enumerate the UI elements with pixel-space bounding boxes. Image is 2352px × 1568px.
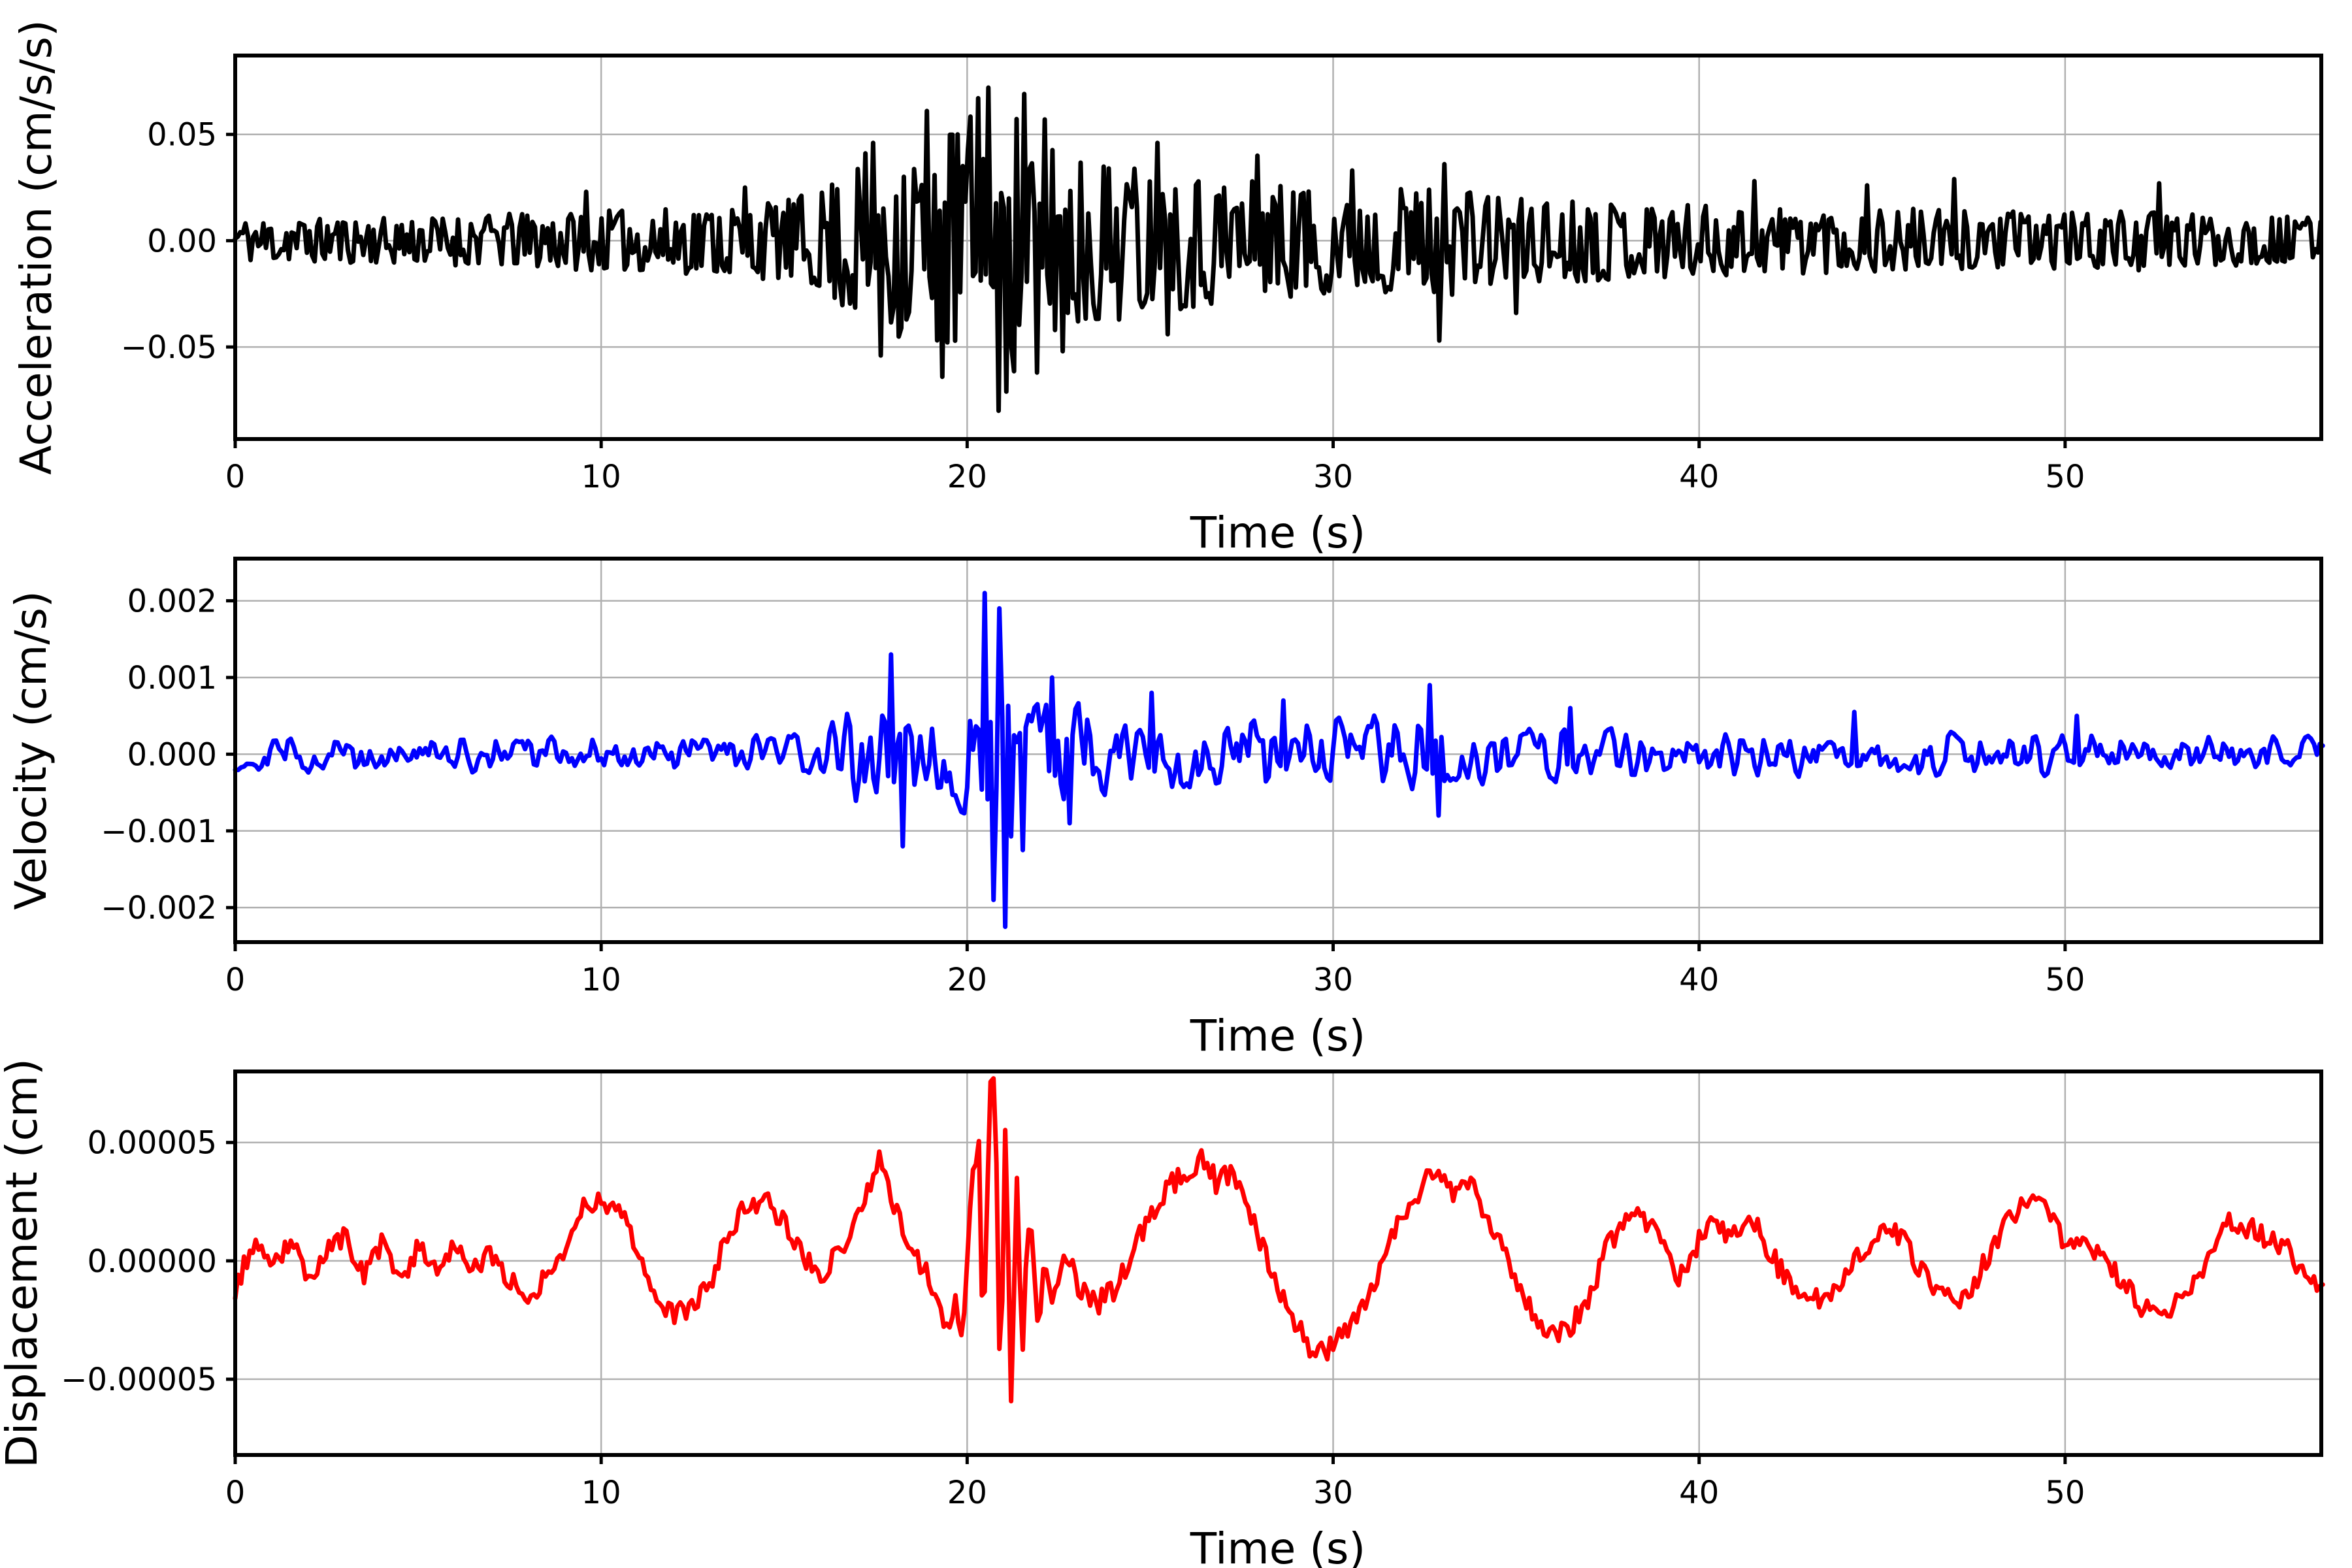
- x-tick-label: 30: [1313, 1475, 1353, 1511]
- y-tick-label: 0.05: [147, 117, 217, 154]
- y-tick-label: 0.00: [147, 223, 217, 259]
- y-tick-label: −0.00005: [61, 1362, 217, 1398]
- axes-spines: [233, 1070, 2323, 1457]
- x-tick-label: 30: [1313, 459, 1353, 495]
- y-tick-label: 0.001: [127, 660, 217, 696]
- subplot-acceleration: 0 10 20 30 40 50 0.05 0.00 −0.05: [121, 54, 2323, 495]
- x-tick-label: 10: [581, 1475, 621, 1511]
- x-tick-label: 20: [947, 459, 987, 495]
- x-tick-label: 20: [947, 1475, 987, 1511]
- acceleration-trace: [233, 85, 2323, 414]
- x-axis-label-displacement: Time (s): [1190, 1524, 1365, 1568]
- x-tick-label: 40: [1679, 1475, 1719, 1511]
- axes-spines: [233, 557, 2323, 944]
- x-tick-label: 50: [2045, 962, 2085, 998]
- y-axis-label-acceleration: Acceleration (cm/s/s): [11, 20, 61, 474]
- y-tick-label: −0.002: [101, 890, 217, 926]
- x-axis-label-velocity: Time (s): [1190, 1011, 1365, 1061]
- y-tick-label: 0.002: [127, 583, 217, 620]
- subplot-displacement: 0 10 20 30 40 50 0.00005 0.00000 −0.00005: [61, 1070, 2325, 1511]
- x-tick-label: 0: [225, 1475, 246, 1511]
- y-tick-label: 0.000: [127, 736, 217, 773]
- subplot-velocity: 0 10 20 30 40 50 0.002 0.001 0.000 −0.001 −0.002: [101, 557, 2325, 998]
- x-tick-label: 10: [581, 459, 621, 495]
- x-tick-label: 40: [1679, 962, 1719, 998]
- x-tick-label: 20: [947, 962, 987, 998]
- axes-spines: [233, 54, 2323, 441]
- y-tick-label: 0.00000: [88, 1243, 218, 1280]
- x-tick-label: 50: [2045, 459, 2085, 495]
- x-tick-label: 50: [2045, 1475, 2085, 1511]
- x-tick-label: 10: [581, 962, 621, 998]
- displacement-trace: [233, 1076, 2325, 1404]
- y-axis-label-displacement: Displacement (cm): [0, 1058, 47, 1468]
- y-tick-label: 0.00005: [88, 1125, 218, 1162]
- velocity-trace: [233, 591, 2325, 929]
- x-tick-label: 0: [225, 459, 246, 495]
- y-axis-label-velocity: Velocity (cm/s): [6, 591, 56, 910]
- y-tick-label: −0.001: [101, 813, 217, 850]
- x-tick-label: 0: [225, 962, 246, 998]
- x-tick-label: 30: [1313, 962, 1353, 998]
- y-tick-label: −0.05: [121, 329, 217, 366]
- x-axis-label-acceleration: Time (s): [1190, 508, 1365, 558]
- x-tick-label: 40: [1679, 459, 1719, 495]
